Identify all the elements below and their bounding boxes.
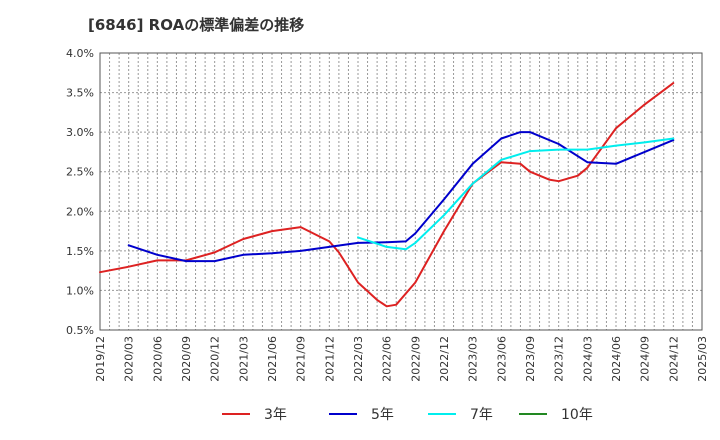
series-line-1 bbox=[99, 82, 675, 308]
x-tick-label: 2021/03 bbox=[237, 336, 250, 382]
legend-label: 10年 bbox=[561, 407, 593, 423]
y-tick-label: 1.5% bbox=[66, 245, 94, 258]
x-tick-label: 2022/12 bbox=[438, 336, 451, 382]
legend-label: 7年 bbox=[470, 407, 493, 423]
x-tick-label: 2023/12 bbox=[553, 336, 566, 382]
y-tick-label: 0.5% bbox=[66, 324, 94, 337]
chart-title: [6846] ROAの標準偏差の推移 bbox=[88, 16, 305, 34]
series-line-2 bbox=[127, 131, 675, 263]
x-tick-label: 2022/06 bbox=[381, 336, 394, 382]
x-tick-label: 2023/03 bbox=[467, 336, 480, 382]
x-tick-label: 2020/09 bbox=[180, 336, 193, 382]
x-tick-label: 2023/09 bbox=[524, 336, 537, 382]
x-tick-label: 2022/09 bbox=[409, 336, 422, 382]
x-axis-ticks: 2019/12 2020/03 2020/06 2020/09 2020/12 2021/… bbox=[94, 336, 709, 382]
plot-border bbox=[99, 52, 703, 331]
x-tick-label: 2021/09 bbox=[295, 336, 308, 382]
x-tick-label: 2020/12 bbox=[209, 336, 222, 382]
x-tick-label: 2025/03 bbox=[696, 336, 709, 382]
y-axis-ticks: 4.0% 3.5% 3.0% 2.5% 2.0% 1.5% 1.0% 0.5% bbox=[66, 47, 94, 337]
x-tick-label: 2024/09 bbox=[639, 336, 652, 382]
series-lines bbox=[99, 82, 675, 308]
y-tick-label: 4.0% bbox=[66, 47, 94, 60]
x-tick-label: 2024/06 bbox=[610, 336, 623, 382]
x-tick-label: 2024/03 bbox=[581, 336, 594, 382]
x-tick-label: 2020/03 bbox=[123, 336, 136, 382]
y-tick-label: 3.5% bbox=[66, 87, 94, 100]
x-tick-label: 2020/06 bbox=[151, 336, 164, 382]
x-tick-label: 2019/12 bbox=[94, 336, 107, 382]
x-tick-label: 2023/06 bbox=[495, 336, 508, 382]
y-tick-label: 2.0% bbox=[66, 205, 94, 218]
series-line-3 bbox=[357, 137, 675, 251]
plot-background bbox=[100, 53, 702, 330]
legend-label: 3年 bbox=[264, 407, 287, 423]
x-tick-label: 2021/12 bbox=[323, 336, 336, 382]
y-tick-label: 3.0% bbox=[66, 126, 94, 139]
x-tick-label: 2021/06 bbox=[266, 336, 279, 382]
legend: 3年 5年 7年 10年 bbox=[222, 407, 593, 423]
y-tick-label: 1.0% bbox=[66, 284, 94, 297]
x-tick-label: 2022/03 bbox=[352, 336, 365, 382]
y-tick-label: 2.5% bbox=[66, 166, 94, 179]
legend-label: 5年 bbox=[371, 407, 394, 423]
x-tick-label: 2024/12 bbox=[667, 336, 680, 382]
